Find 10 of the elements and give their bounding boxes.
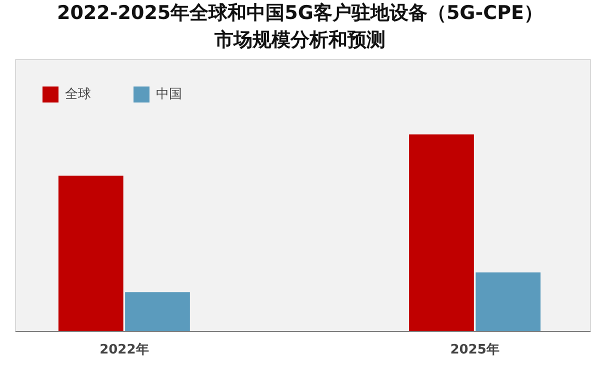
legend-label: 全球: [65, 86, 91, 103]
bar: [476, 272, 541, 332]
bar: [58, 176, 124, 332]
chart-subtitle: 市场规模分析和预测: [214, 28, 386, 53]
x-tick-label: 2025年: [450, 342, 500, 358]
chart-title: 2022-2025年全球和中国5G客户驻地设备（5G-CPE）: [56, 1, 543, 26]
bar: [125, 292, 190, 332]
bar: [409, 134, 474, 332]
x-tick-label: 2022年: [100, 342, 149, 358]
legend-label: 中国: [156, 86, 182, 103]
